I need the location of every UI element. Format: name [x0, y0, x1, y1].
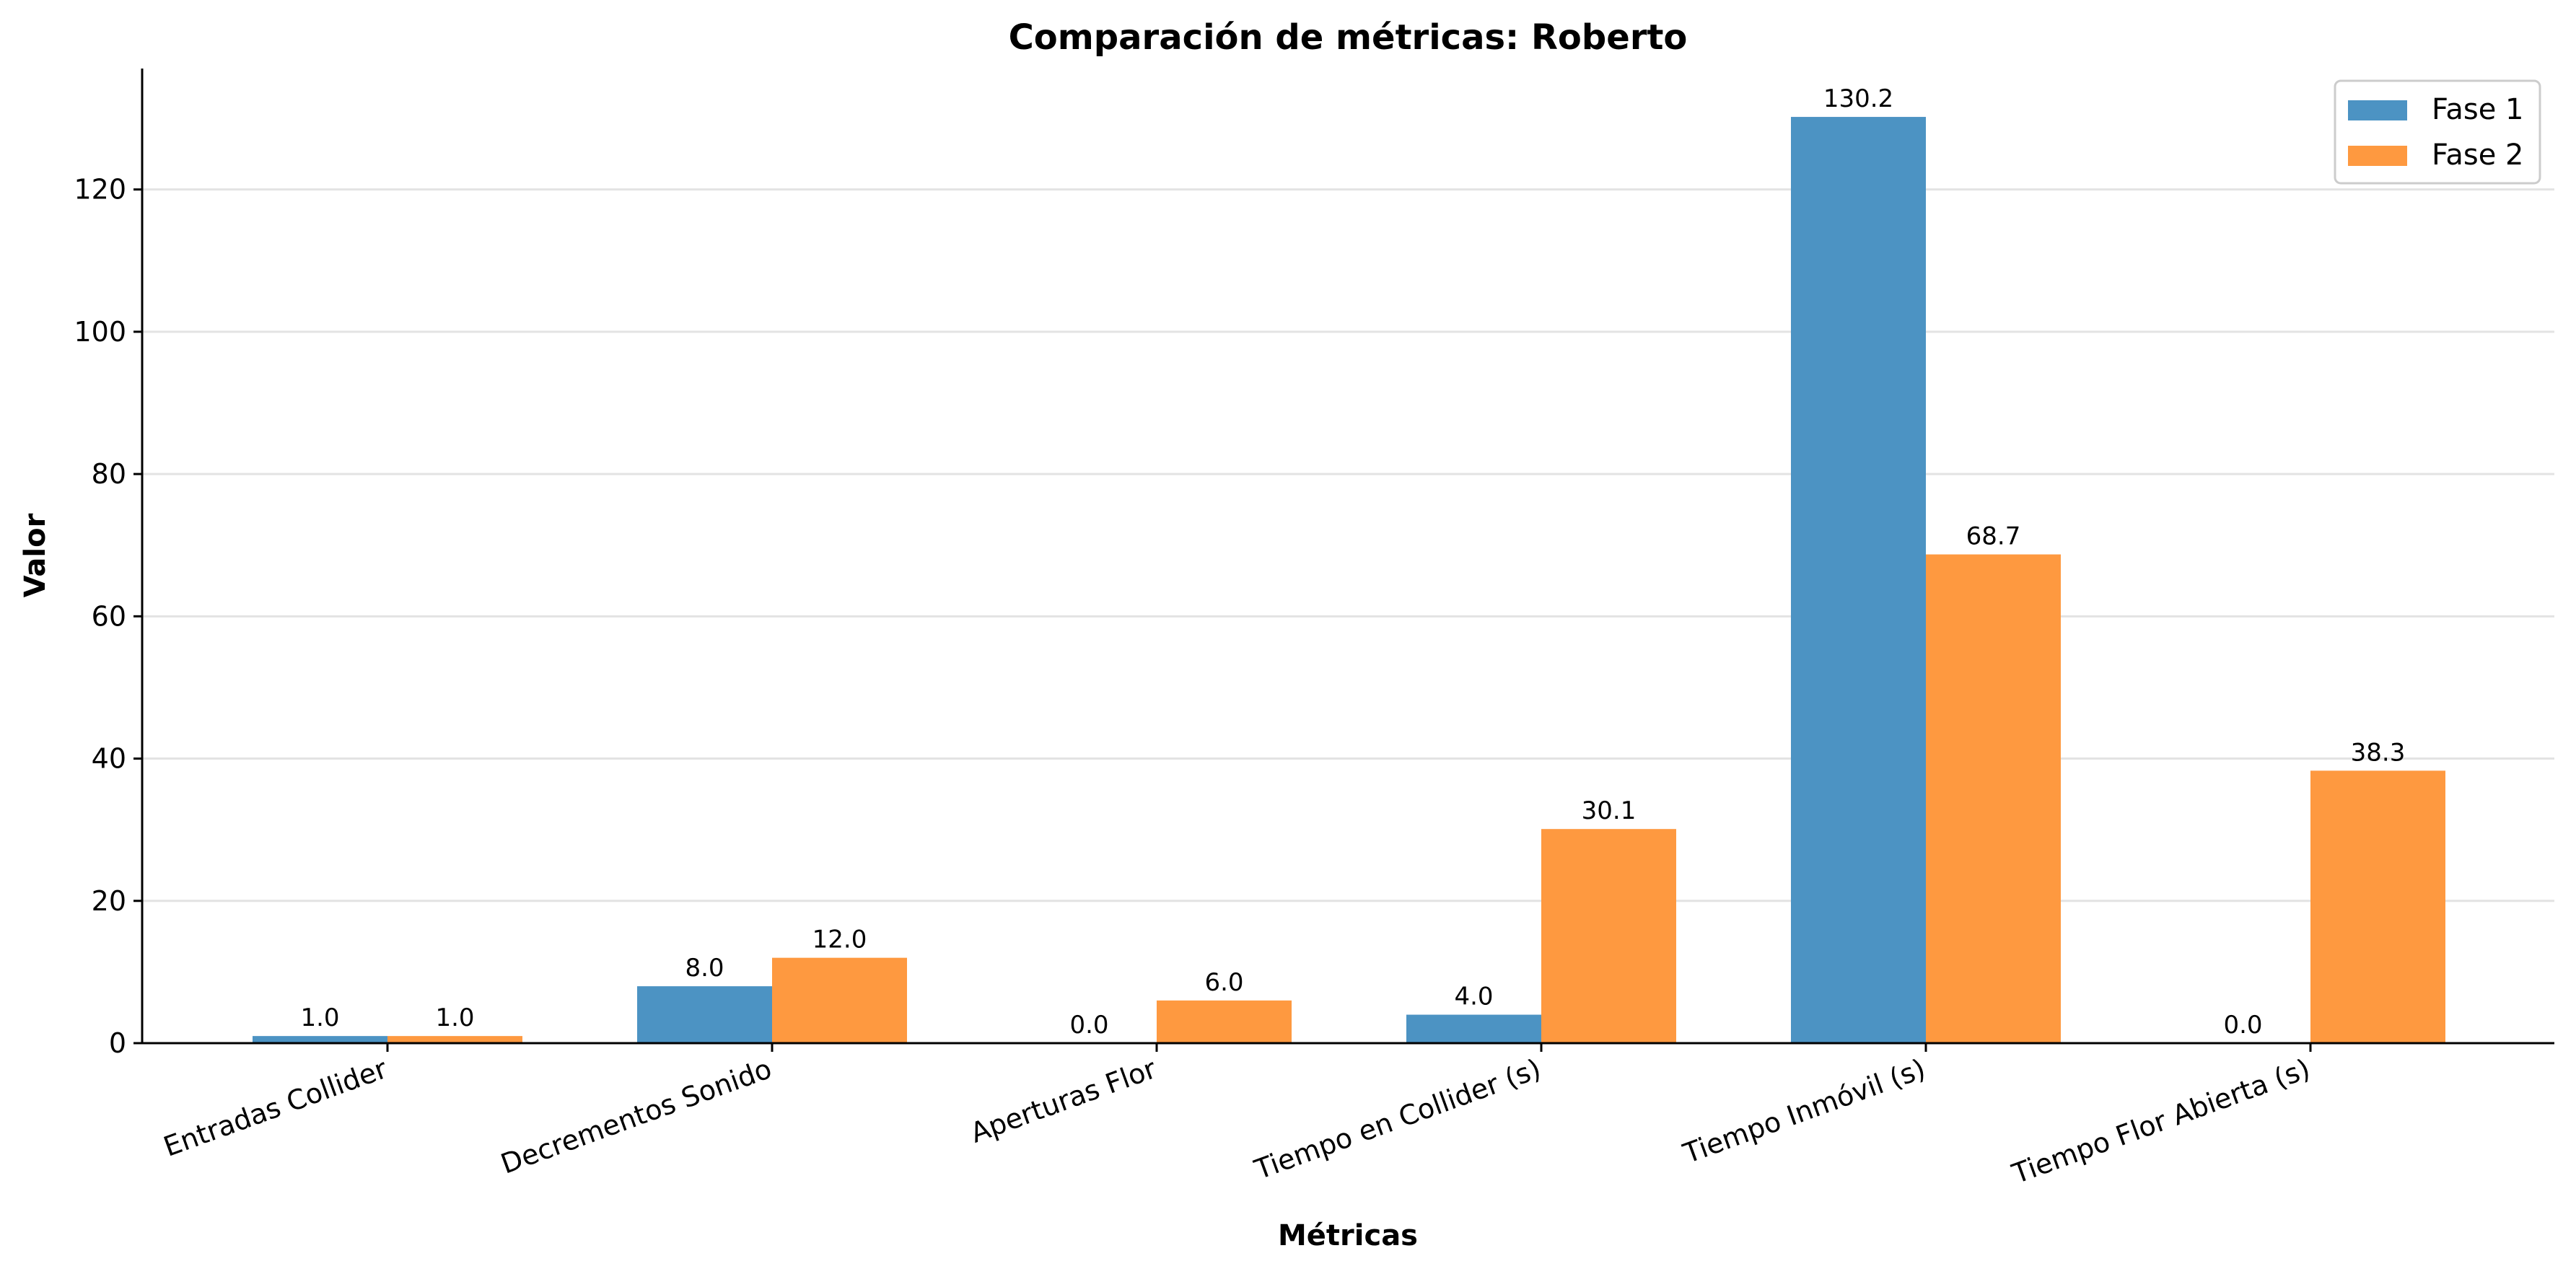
- y-tick-label: 80: [92, 458, 126, 490]
- bars: [253, 117, 2445, 1044]
- y-axis-label: Valor: [19, 513, 52, 597]
- data-label: 8.0: [685, 954, 724, 983]
- bar-fase-1: [1406, 1014, 1541, 1043]
- y-tick-label: 0: [109, 1027, 126, 1059]
- data-label: 130.2: [1823, 84, 1893, 113]
- bar-fase-1: [1791, 117, 1926, 1044]
- y-tick-label: 20: [92, 885, 126, 917]
- legend-swatch: [2348, 146, 2407, 166]
- data-label: 0.0: [2223, 1011, 2262, 1040]
- data-label: 12.0: [812, 926, 867, 954]
- data-label: 68.7: [1966, 522, 2021, 551]
- bar-fase-2: [772, 957, 907, 1043]
- chart-title: Comparación de métricas: Roberto: [1009, 17, 1688, 58]
- y-tick-label: 40: [92, 743, 126, 775]
- x-ticks: Entradas Collider Decrementos Sonido Apert…: [159, 1043, 2314, 1190]
- legend: Fase 1 Fase 2: [2334, 79, 2541, 185]
- x-tick-label: Decrementos Sonido: [496, 1053, 776, 1180]
- x-tick-label: Tiempo Inmóvil (s): [1678, 1053, 1929, 1169]
- data-label: 0.0: [1069, 1011, 1108, 1040]
- bar-fase-2: [1926, 554, 2061, 1043]
- x-tick-label: Aperturas Flor: [966, 1053, 1160, 1149]
- data-label: 1.0: [435, 1003, 474, 1032]
- x-tick-label: Entradas Collider: [159, 1053, 392, 1163]
- legend-label: Fase 1: [2432, 93, 2523, 126]
- bar-fase-1: [253, 1036, 387, 1043]
- legend-swatch: [2348, 100, 2407, 120]
- data-label: 30.1: [1582, 796, 1637, 825]
- y-ticks: 0 20 40 60 80 100 120: [74, 174, 142, 1059]
- bar-fase-2: [1157, 1000, 1292, 1043]
- data-label: 1.0: [300, 1003, 339, 1032]
- y-tick-label: 100: [74, 316, 126, 348]
- x-axis-label: Métricas: [1278, 1219, 1418, 1252]
- data-label: 4.0: [1454, 983, 1493, 1011]
- bar-fase-1: [637, 986, 772, 1043]
- data-label: 38.3: [2351, 738, 2406, 767]
- y-tick-label: 120: [74, 174, 126, 206]
- legend-label: Fase 2: [2432, 139, 2523, 172]
- axes: [141, 69, 2554, 1045]
- gridlines: [142, 188, 2554, 902]
- data-labels: 1.0 8.0 0.0 4.0 130.2 0.0 1.0 12.0 6.0 30.1 68.7 38…: [300, 84, 2405, 1040]
- data-label: 6.0: [1204, 968, 1243, 997]
- bar-fase-2: [2310, 770, 2445, 1043]
- bar-fase-2: [1541, 829, 1676, 1043]
- x-tick-label: Tiempo en Collider (s): [1250, 1053, 1545, 1186]
- bar-fase-2: [387, 1036, 522, 1043]
- x-tick-label: Tiempo Flor Abierta (s): [2007, 1053, 2314, 1190]
- y-tick-label: 60: [92, 600, 126, 632]
